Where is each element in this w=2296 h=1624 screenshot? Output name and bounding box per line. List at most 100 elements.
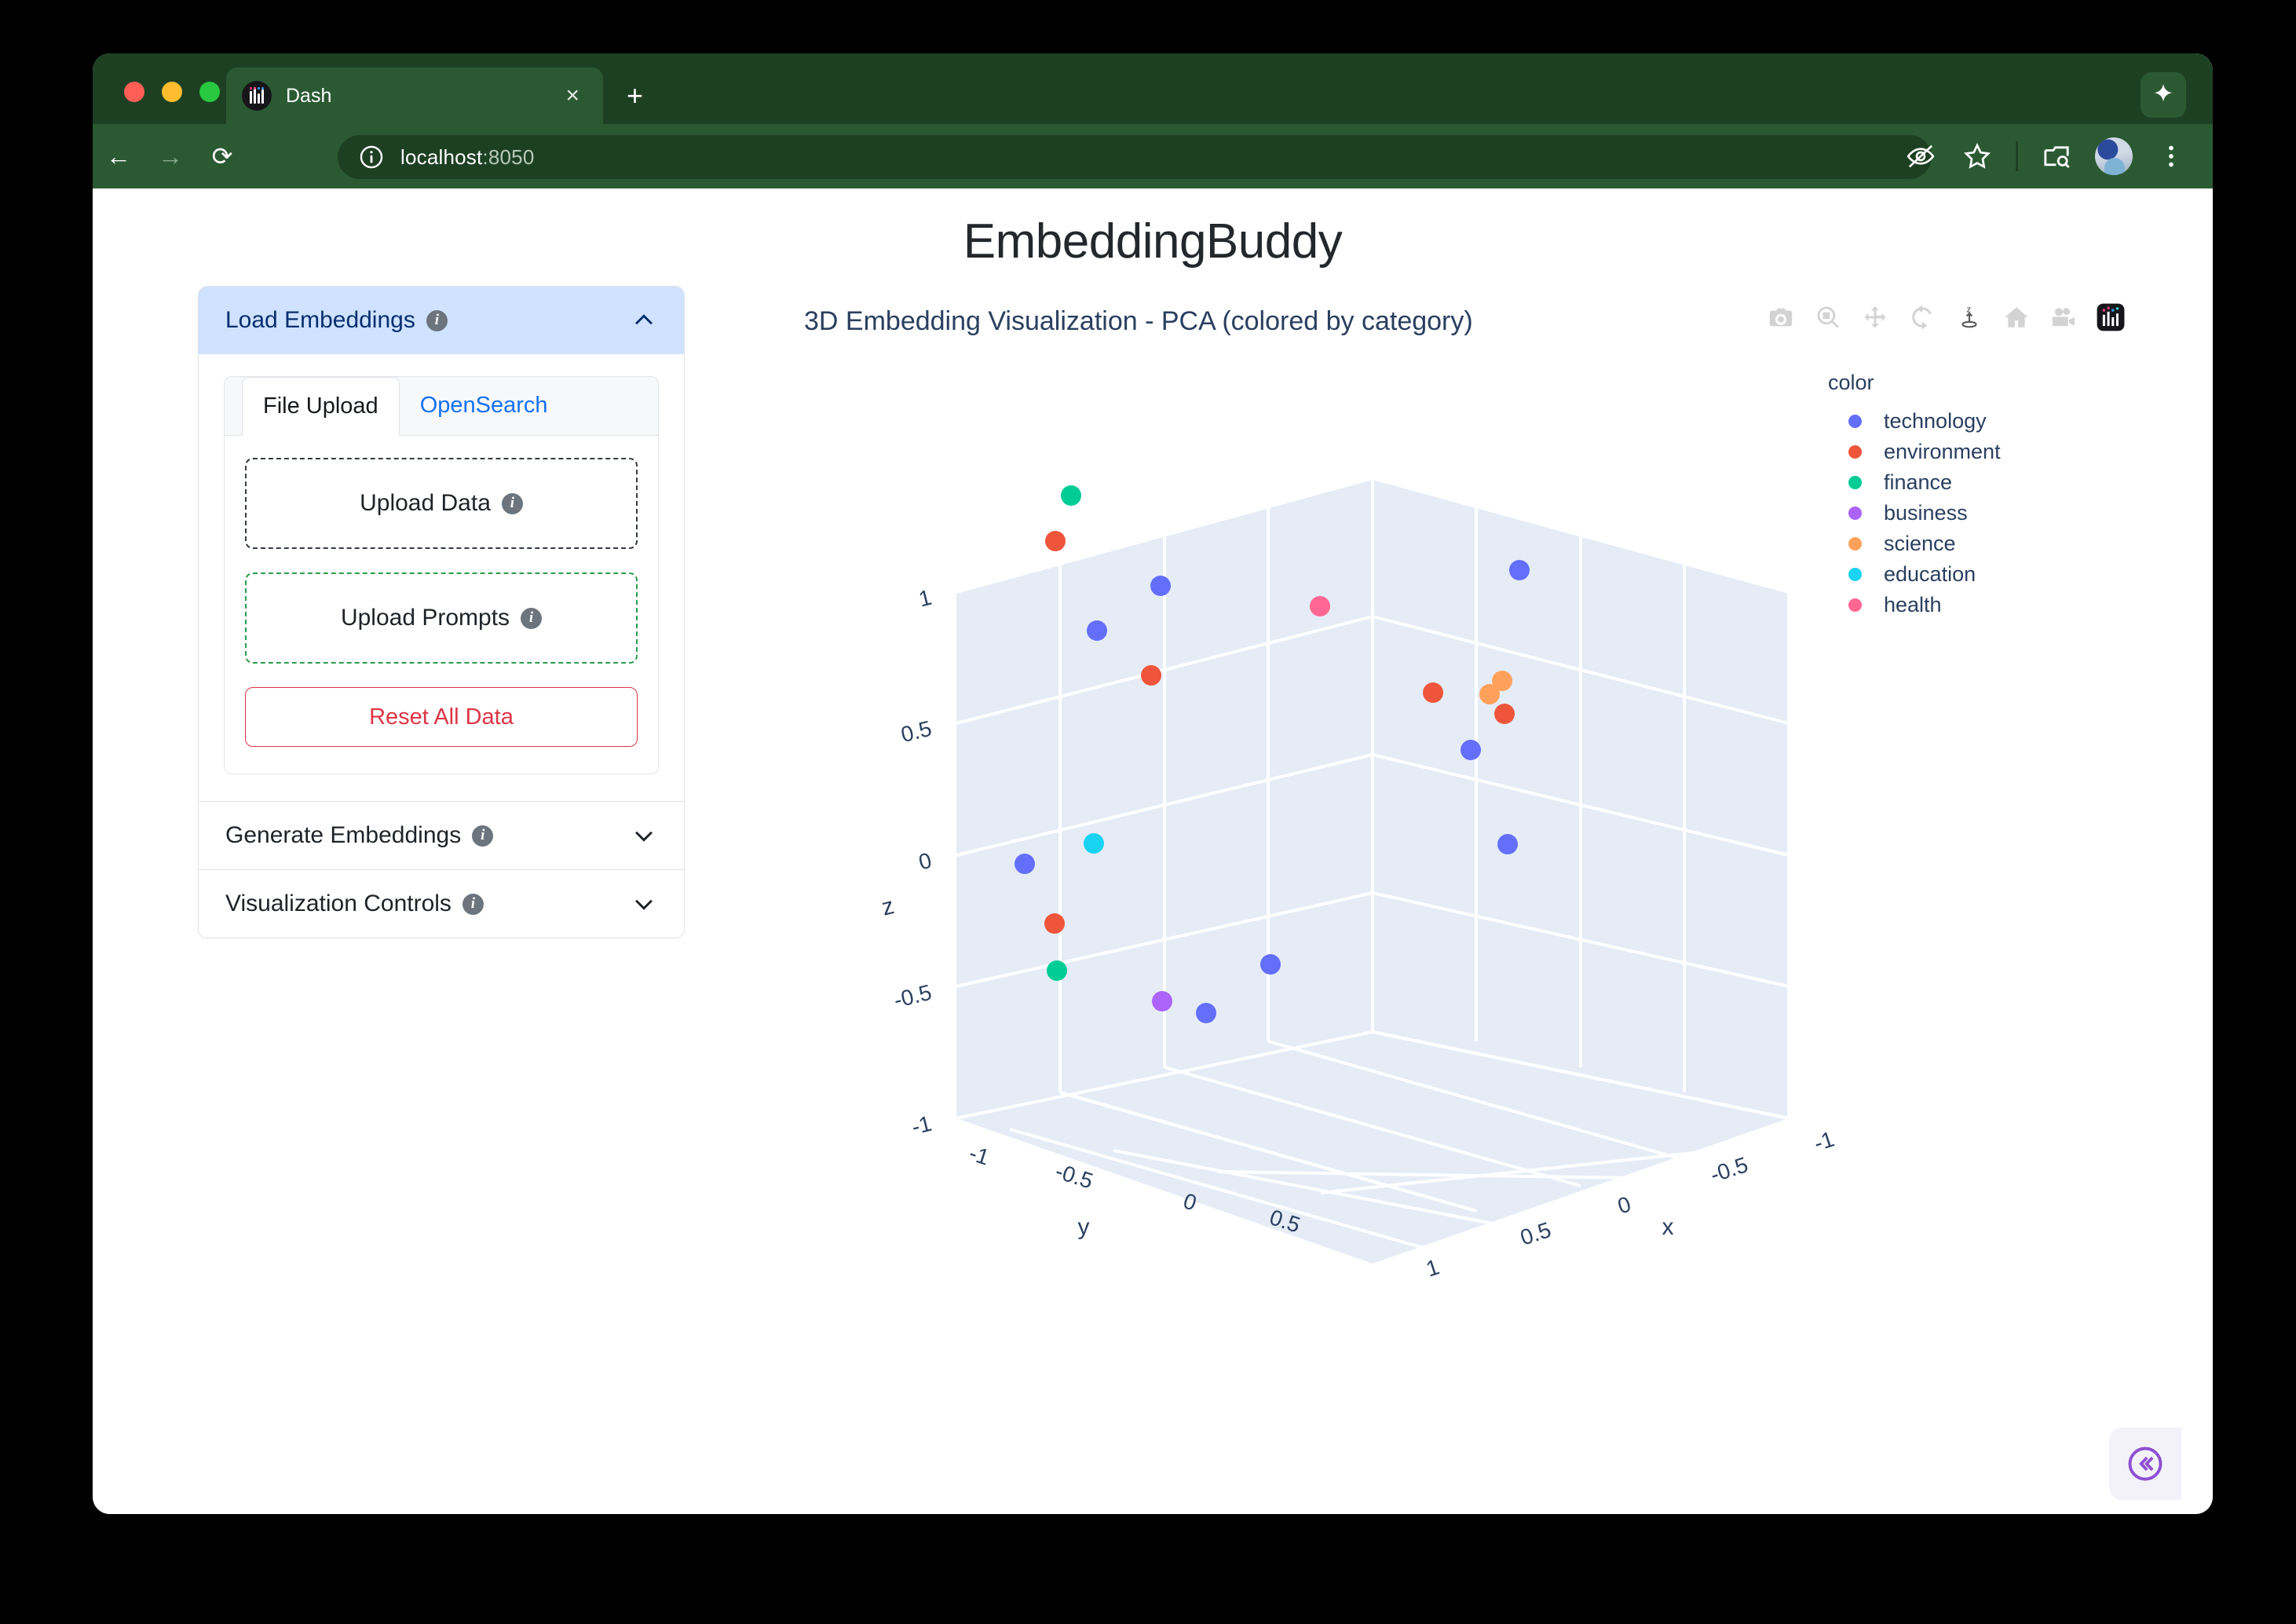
legend-swatch-icon <box>1848 507 1862 520</box>
legend-item[interactable]: education <box>1828 559 2087 590</box>
legend-item[interactable]: technology <box>1828 406 2087 437</box>
info-icon[interactable]: i <box>521 607 543 629</box>
home-icon[interactable] <box>1999 300 2034 335</box>
turntable-rotate-icon[interactable]: z <box>1952 300 1987 335</box>
site-info-icon[interactable] <box>358 144 385 170</box>
scatter-point[interactable] <box>1492 671 1512 691</box>
accordion-title: Visualization Controls i <box>225 891 484 917</box>
legend-item[interactable]: environment <box>1828 437 2087 467</box>
legend-swatch-icon <box>1848 598 1862 612</box>
zoom-icon[interactable] <box>1811 300 1845 335</box>
svg-text:1: 1 <box>1423 1254 1442 1281</box>
toolbar-actions <box>1903 124 2189 188</box>
kebab-menu-icon[interactable] <box>2153 138 2189 174</box>
scatter-point[interactable] <box>1494 704 1515 724</box>
video-icon[interactable] <box>2046 300 2081 335</box>
scatter3d-scene[interactable]: 1 0.5 0 -0.5 -1 z -1 -0.5 0 0.5 y <box>721 333 2064 1425</box>
svg-text:-0.5: -0.5 <box>1707 1152 1750 1187</box>
svg-text:0.5: 0.5 <box>1517 1217 1554 1250</box>
scatter-point[interactable] <box>1141 665 1161 686</box>
browser-toolbar: ← → ⟳ localhost:8050 <box>93 124 2213 188</box>
sidebar-item-generate-embeddings[interactable]: Generate Embeddings i <box>199 801 684 869</box>
avatar[interactable] <box>2095 137 2133 175</box>
upload-prompts-dropzone[interactable]: Upload Prompts i <box>245 572 638 664</box>
page-content: EmbeddingBuddy Load Embeddings i File Up… <box>93 188 2213 1514</box>
chevron-down-icon[interactable] <box>631 891 657 917</box>
info-icon[interactable]: i <box>462 893 484 915</box>
address-bar[interactable]: localhost:8050 <box>338 135 1932 179</box>
upload-tabs: File Upload OpenSearch <box>225 377 658 436</box>
legend-swatch-icon <box>1848 537 1862 550</box>
legend-swatch-icon <box>1848 445 1862 459</box>
browser-tab[interactable]: Dash × <box>226 68 603 124</box>
legend-label: education <box>1884 562 1976 586</box>
scatter-point[interactable] <box>1461 740 1481 760</box>
svg-text:0: 0 <box>916 848 934 875</box>
window-controls[interactable] <box>124 82 220 102</box>
back-button[interactable]: ← <box>106 142 131 170</box>
dash-logo-icon <box>242 81 272 111</box>
maximize-window-button[interactable] <box>199 82 220 102</box>
chevron-up-icon[interactable] <box>631 307 657 334</box>
url-text: localhost:8050 <box>400 144 535 169</box>
svg-text:z: z <box>1967 305 1971 314</box>
info-icon[interactable]: i <box>426 309 448 331</box>
plotly-logo-icon[interactable] <box>2093 300 2128 335</box>
pan-icon[interactable] <box>1858 300 1892 335</box>
sidebar-item-load-embeddings[interactable]: Load Embeddings i <box>199 287 684 354</box>
reset-all-data-button[interactable]: Reset All Data <box>245 687 638 747</box>
scatter-point[interactable] <box>1479 684 1500 704</box>
sparkle-icon[interactable] <box>2141 72 2186 118</box>
chevron-down-icon[interactable] <box>631 822 657 849</box>
scatter-point[interactable] <box>1260 954 1281 975</box>
accordion-label: Load Embeddings <box>225 307 415 333</box>
sidebar-item-visualization-controls[interactable]: Visualization Controls i <box>199 869 684 938</box>
scatter-point[interactable] <box>1084 833 1104 854</box>
tab-file-upload[interactable]: File Upload <box>242 377 400 436</box>
star-icon[interactable] <box>1959 138 1995 174</box>
svg-text:z: z <box>879 893 897 921</box>
tab-opensearch[interactable]: OpenSearch <box>419 393 548 418</box>
close-tab-icon[interactable]: × <box>565 82 579 108</box>
scatter-point[interactable] <box>1497 834 1518 854</box>
scatter-point[interactable] <box>1061 485 1081 506</box>
new-tab-button[interactable]: + <box>627 79 644 112</box>
forward-button[interactable]: → <box>158 142 183 170</box>
legend-item[interactable]: health <box>1828 590 2087 620</box>
scatter-point[interactable] <box>1310 596 1330 616</box>
legend-swatch-icon <box>1848 568 1862 581</box>
page-title: EmbeddingBuddy <box>963 214 1343 269</box>
legend-title: color <box>1828 371 1874 394</box>
minimize-window-button[interactable] <box>162 82 182 102</box>
scatter-point[interactable] <box>1044 913 1065 934</box>
close-window-button[interactable] <box>124 82 144 102</box>
scatter-point[interactable] <box>1423 682 1443 703</box>
scatter-point[interactable] <box>1509 560 1530 580</box>
info-icon[interactable]: i <box>501 492 523 514</box>
legend-item[interactable]: science <box>1828 529 2087 559</box>
svg-text:-1: -1 <box>909 1111 934 1139</box>
upload-tab-panel: Upload Data i Upload Prompts i Reset All… <box>225 436 658 774</box>
reload-button[interactable]: ⟳ <box>211 142 233 170</box>
scatter-point[interactable] <box>1150 576 1171 596</box>
scatter-point[interactable] <box>1045 531 1066 551</box>
legend-item[interactable]: finance <box>1828 467 2087 498</box>
svg-text:0: 0 <box>1614 1191 1633 1218</box>
scatter-point[interactable] <box>1015 854 1035 874</box>
accordion-title: Load Embeddings i <box>225 307 448 334</box>
legend-swatch-icon <box>1848 476 1862 489</box>
eye-slash-icon[interactable] <box>1903 138 1939 174</box>
upload-data-dropzone[interactable]: Upload Data i <box>245 458 638 549</box>
scatter-point[interactable] <box>1047 960 1067 981</box>
camera-icon[interactable] <box>1764 300 1798 335</box>
scatter-point[interactable] <box>1196 1003 1216 1023</box>
scatter-point[interactable] <box>1087 620 1107 641</box>
info-icon[interactable]: i <box>472 825 494 847</box>
orbit-rotate-icon[interactable] <box>1905 300 1940 335</box>
legend-item[interactable]: business <box>1828 498 2087 529</box>
tab-search-icon[interactable] <box>2038 138 2075 174</box>
chart-title: 3D Embedding Visualization - PCA (colore… <box>804 306 1473 336</box>
load-embeddings-body: File Upload OpenSearch Upload Data i Upl… <box>199 354 684 801</box>
scatter-point[interactable] <box>1152 991 1172 1011</box>
collapse-panel-button[interactable] <box>2109 1428 2181 1500</box>
